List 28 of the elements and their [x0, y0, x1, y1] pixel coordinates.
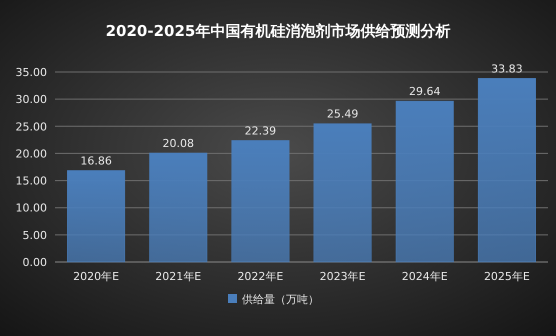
- y-tick-label: 15.00: [16, 174, 47, 188]
- y-tick-label: 25.00: [16, 120, 47, 134]
- data-label: 29.64: [409, 85, 440, 98]
- bar: [149, 152, 208, 262]
- y-tick-label: 20.00: [16, 147, 47, 160]
- y-tick-label: 10.00: [16, 202, 47, 215]
- bar: [231, 140, 290, 262]
- bar: [67, 170, 126, 262]
- title: 2020-2025年中国有机硅消泡剂市场供给预测分析: [106, 22, 450, 40]
- y-tick-label: 30.00: [16, 93, 47, 106]
- bar: [478, 78, 536, 262]
- x-tick-label: 2021年E: [155, 270, 202, 283]
- bar: [396, 100, 454, 262]
- data-label: 25.49: [326, 108, 358, 121]
- x-tick-label: 2024年E: [402, 270, 448, 283]
- data-label: 22.39: [244, 124, 276, 138]
- y-tick-label: 5.00: [22, 228, 47, 242]
- x-tick-label: 2020年E: [73, 270, 120, 283]
- data-label: 20.08: [162, 136, 194, 150]
- y-tick-label: 0.00: [22, 256, 47, 269]
- y-tick-label: 35.00: [16, 66, 47, 79]
- data-label: 16.86: [80, 154, 112, 168]
- x-tick-label: 2025年E: [484, 270, 530, 283]
- legend-label: 供给量（万吨）: [242, 293, 319, 306]
- data-label: 33.83: [491, 62, 523, 76]
- x-tick-label: 2022年E: [237, 270, 284, 283]
- bar: [314, 123, 372, 262]
- x-tick-label: 2023年E: [320, 270, 366, 283]
